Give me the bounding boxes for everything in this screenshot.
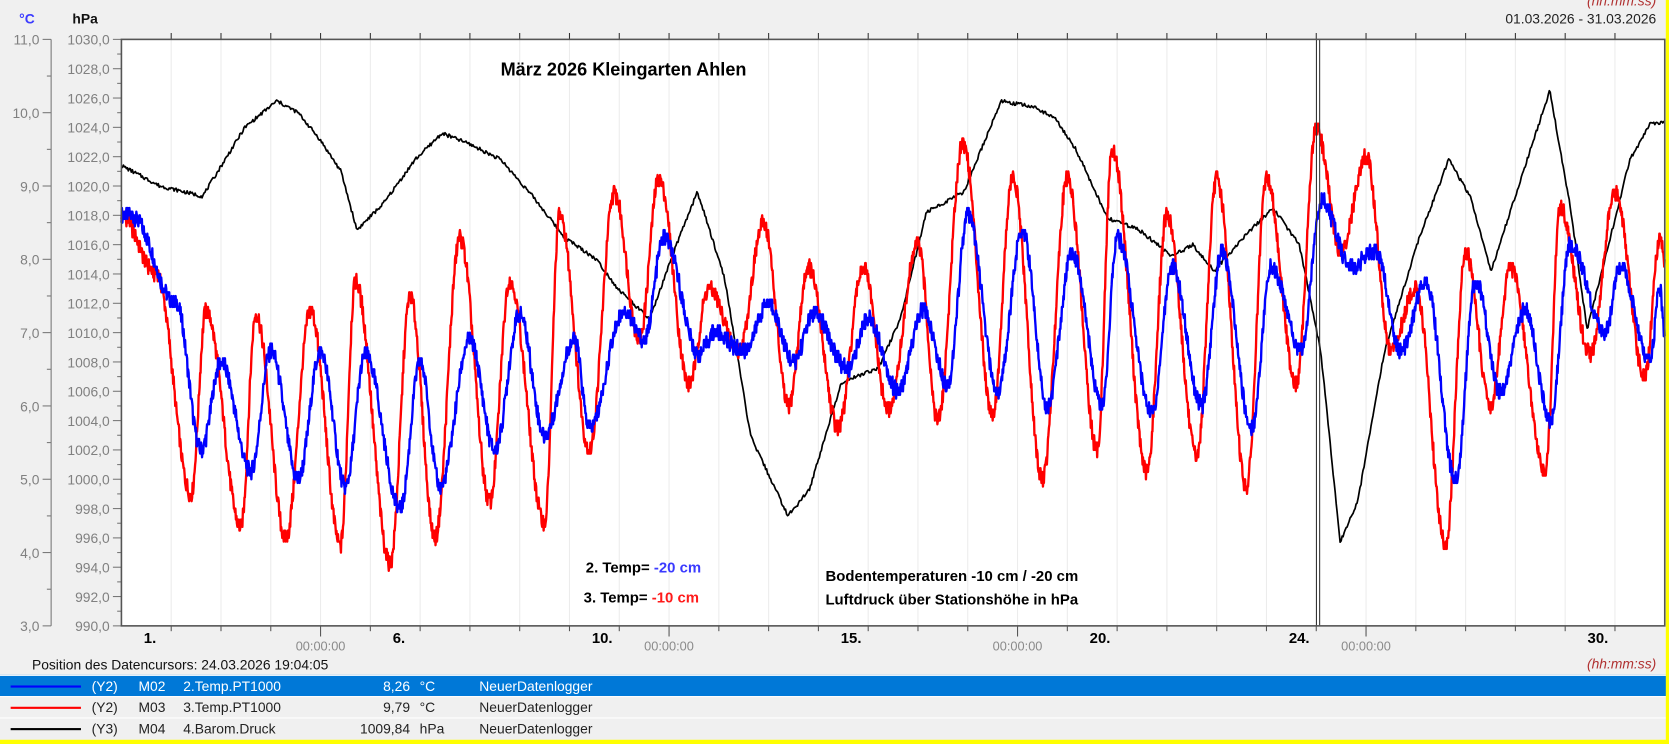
x-time-label: 00:00:00 — [296, 638, 346, 653]
legend-name: 2.Temp.PT1000 — [183, 678, 281, 694]
y-hpa-tick-label: 1024,0 — [67, 120, 110, 136]
y-hpa-tick-label: 1028,0 — [67, 61, 110, 77]
y-left-tick-label: 9,0 — [20, 178, 40, 194]
legend-logger: NeuerDatenlogger — [479, 720, 593, 737]
x-time-label: 00:00:00 — [993, 638, 1043, 653]
y-hpa-tick-label: 1026,0 — [67, 90, 110, 106]
y-hpa-tick-label: 1018,0 — [67, 208, 110, 224]
series-line-2-temp-pt1000 — [120, 192, 1666, 514]
legend-unit: hPa — [419, 720, 445, 737]
highlight-border-bottom — [0, 739, 1669, 744]
y-hpa-tick-label: 998,0 — [75, 501, 110, 517]
legend-name: 4.Barom.Druck — [183, 720, 276, 737]
y-hpa-tick-label: 1012,0 — [67, 296, 110, 312]
time-format-bottom: (hh:mm:ss) — [1586, 655, 1657, 672]
x-day-label: 10. — [592, 631, 613, 647]
y-hpa-tick-label: 1014,0 — [67, 266, 110, 282]
y-hpa-tick-label: 1006,0 — [67, 384, 110, 400]
line-swatch-black — [10, 728, 81, 731]
y-left-tick-label: 3,0 — [20, 618, 40, 634]
x-time-label: 00:00:00 — [644, 638, 694, 653]
y-hpa-tick-label: 1002,0 — [67, 442, 110, 458]
legend-id: M04 — [138, 720, 166, 737]
y-left-tick-label: 8,0 — [20, 252, 40, 268]
y-right-unit: hPa — [72, 10, 98, 27]
y-hpa-tick-label: 992,0 — [75, 589, 110, 605]
y-hpa-tick-label: 1010,0 — [67, 325, 110, 341]
x-day-label: 15. — [841, 631, 862, 647]
legend-unit: °C — [419, 699, 436, 716]
y-left-tick-label: 4,0 — [20, 545, 40, 561]
time-format-top: (hh:mm:ss) — [1586, 0, 1657, 9]
legend-value: 1009,84 — [360, 720, 411, 737]
legend-logger: NeuerDatenlogger — [479, 678, 593, 694]
legend-axis: (Y3) — [91, 720, 118, 737]
x-day-label: 30. — [1588, 631, 1609, 647]
annotation-temp3: 3. Temp= -10 cm — [584, 589, 699, 606]
highlight-border-right — [1665, 0, 1669, 744]
x-time-label: 00:00:00 — [1341, 638, 1391, 653]
series-line-3-temp-pt1000 — [120, 122, 1666, 573]
annotation-temp3-prefix: 3. Temp= — [583, 588, 652, 606]
y-left-unit: °C — [19, 10, 35, 27]
date-range: 01.03.2026 - 31.03.2026 — [1505, 10, 1657, 27]
y-left-tick-label: 10,0 — [12, 105, 39, 121]
legend-axis: (Y2) — [91, 678, 118, 694]
legend-id: M02 — [138, 678, 166, 694]
y-hpa-tick-label: 994,0 — [75, 560, 110, 576]
chart-title: März 2026 Kleingarten Ahlen — [500, 59, 747, 80]
y-hpa-tick-label: 1020,0 — [67, 178, 110, 194]
legend-axis: (Y2) — [91, 699, 118, 716]
cursor-position: Position des Datencursors: 24.03.2026 19… — [31, 656, 329, 673]
annotation-temp2-prefix: 2. Temp= — [585, 558, 654, 576]
legend-unit: °C — [419, 678, 436, 694]
x-day-label: 24. — [1289, 631, 1310, 647]
chart-plot[interactable]: 1. 6. 10. 15. 20. 24. 30. 00:00:00 00:00:00 00:00… — [0, 0, 1669, 671]
y-hpa-tick-label: 990,0 — [75, 618, 110, 634]
y-hpa-tick-label: 1022,0 — [67, 149, 110, 165]
legend-value: 9,79 — [383, 699, 411, 716]
x-day-label: 6. — [393, 631, 405, 647]
y-hpa-tick-label: 1016,0 — [67, 237, 110, 253]
annotation-desc2: Luftdruck über Stationshöhe in hPa — [825, 590, 1079, 608]
legend-row-m02[interactable]: (Y2) M02 2.Temp.PT1000 8,26 °C NeuerDate… — [0, 674, 1669, 697]
legend-row-m04[interactable]: (Y3) M04 4.Barom.Druck 1009,84 hPa Neuer… — [0, 717, 1669, 739]
y-hpa-tick-label: 1030,0 — [67, 32, 110, 48]
line-swatch-red — [10, 706, 81, 709]
legend-name: 3.Temp.PT1000 — [183, 699, 281, 716]
y-hpa-tick-label: 1000,0 — [67, 472, 110, 488]
y-left-tick-label: 6,0 — [20, 398, 40, 414]
y-left-tick-label: 7,0 — [20, 325, 40, 341]
y-left-tick-label: 5,0 — [20, 472, 40, 488]
legend-row-m03[interactable]: (Y2) M03 3.Temp.PT1000 9,79 °C NeuerDate… — [0, 696, 1669, 718]
y-hpa-tick-label: 996,0 — [75, 530, 110, 546]
legend-table: (Y2) M02 2.Temp.PT1000 8,26 °C NeuerDate… — [0, 674, 1669, 739]
line-swatch-blue — [10, 685, 81, 688]
legend-id: M03 — [138, 699, 166, 716]
plot-border — [120, 38, 1666, 627]
x-day-label: 1. — [144, 631, 156, 647]
y-hpa-tick-label: 1004,0 — [67, 413, 110, 429]
annotation-temp2-value: -20 cm — [653, 558, 702, 576]
y-hpa-tick-label: 1008,0 — [67, 354, 110, 370]
series-line-4-barom-druck — [121, 89, 1666, 544]
annotation-temp2: 2. Temp= -20 cm — [586, 559, 701, 576]
annotation-desc1: Bodentemperaturen -10 cm / -20 cm — [825, 567, 1079, 585]
x-day-label: 20. — [1090, 631, 1111, 647]
legend-logger: NeuerDatenlogger — [479, 699, 593, 716]
legend-value: 8,26 — [383, 678, 411, 694]
annotation-temp3-value: -10 cm — [651, 588, 700, 606]
y-left-tick-label: 11,0 — [14, 32, 40, 48]
